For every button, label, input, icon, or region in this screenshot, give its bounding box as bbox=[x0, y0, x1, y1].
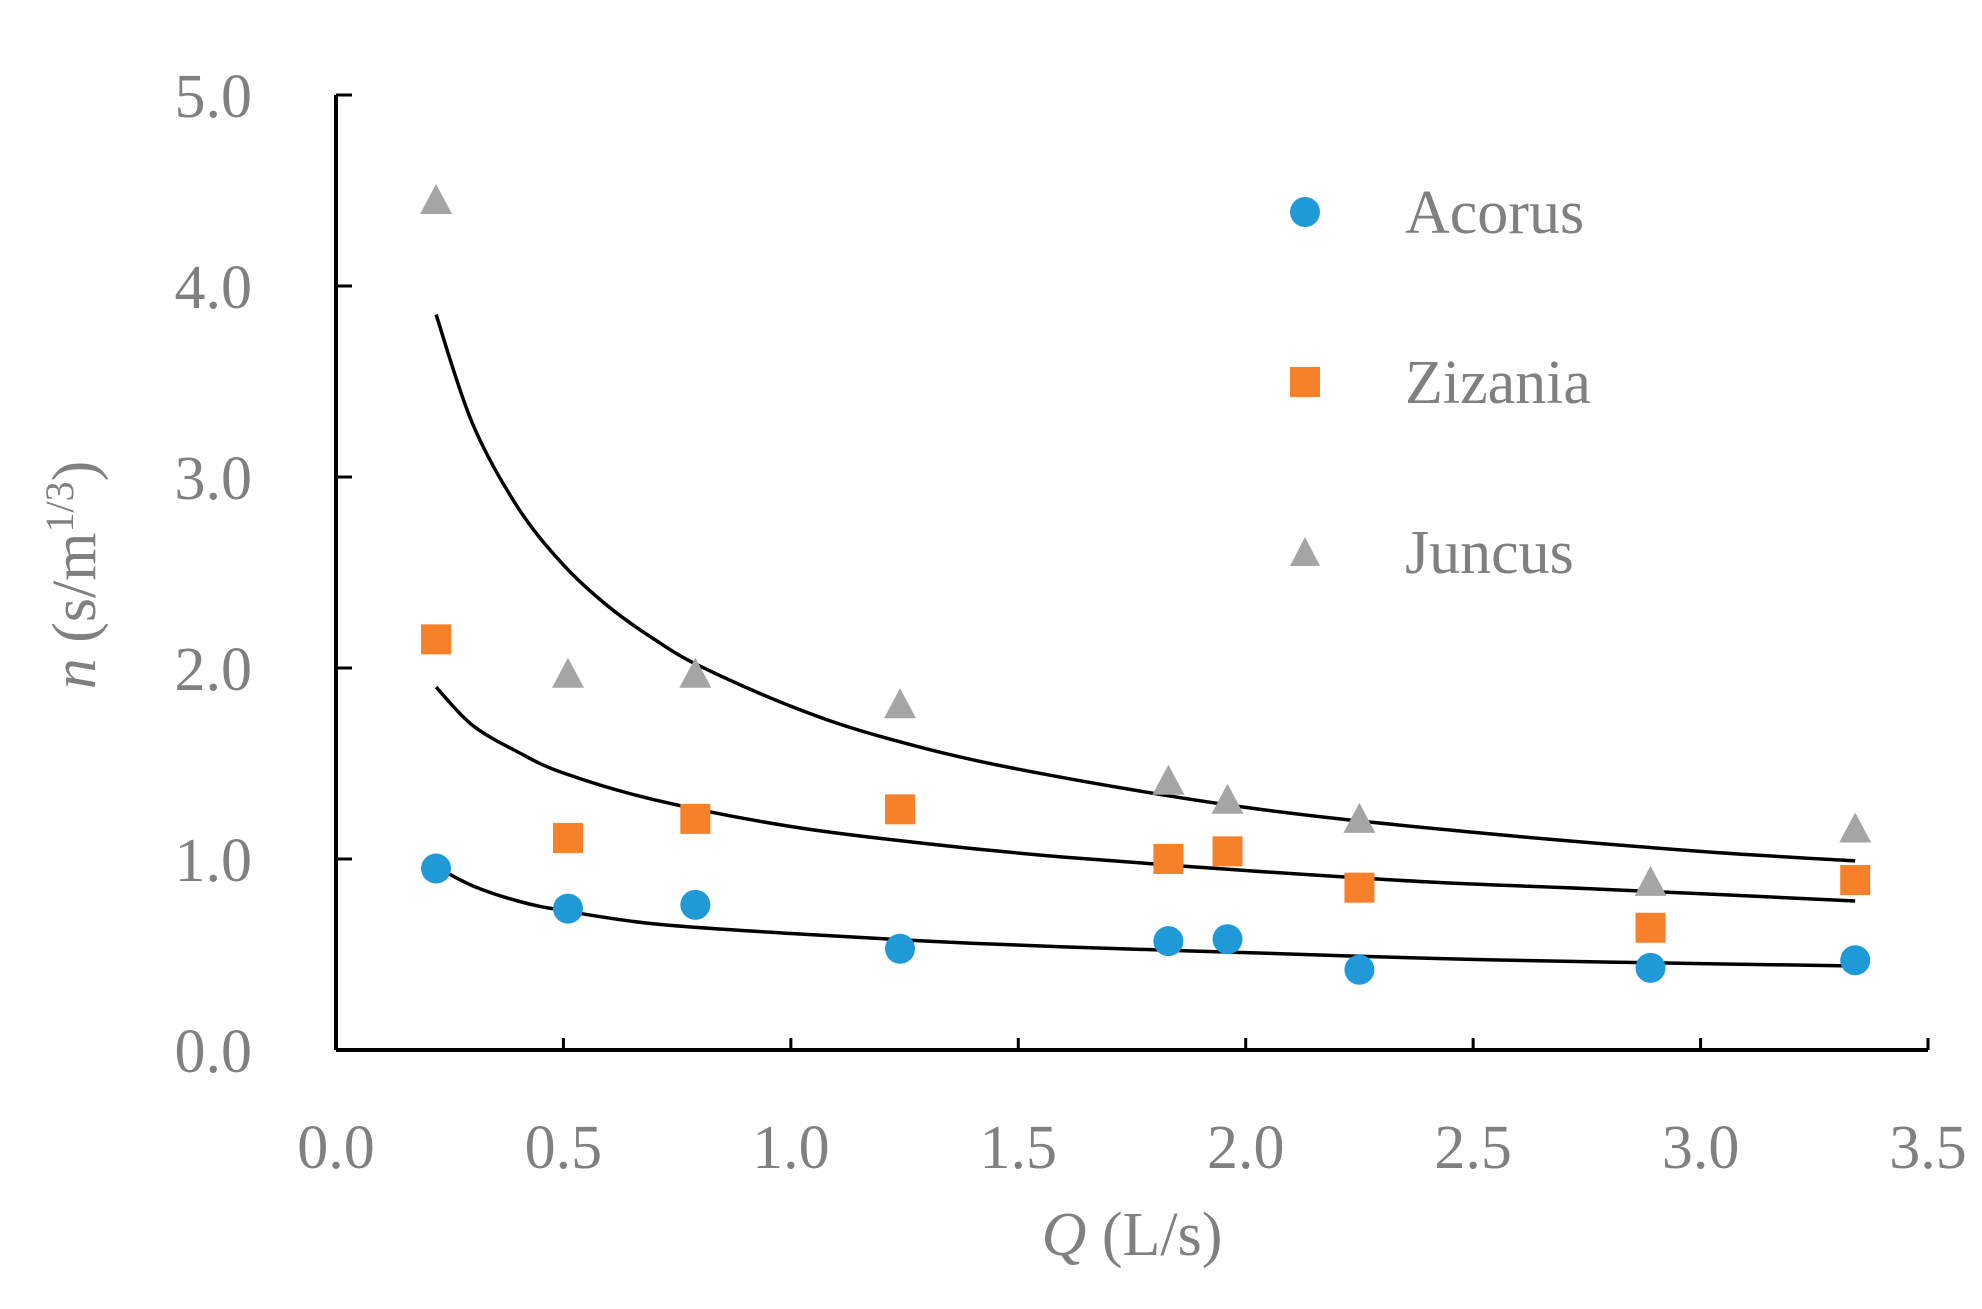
fit-line-juncus bbox=[434, 314, 1856, 863]
data-points bbox=[420, 184, 1872, 985]
legend: Acorus Zizania Juncus bbox=[1290, 179, 1591, 587]
y-tick-label: 3.0 bbox=[175, 445, 253, 513]
data-point-juncus bbox=[1839, 812, 1872, 843]
data-point-acorus bbox=[1153, 926, 1184, 957]
y-tick-label: 4.0 bbox=[175, 254, 253, 322]
data-point-zizania bbox=[1635, 912, 1666, 943]
legend-marker-circle bbox=[1290, 197, 1320, 227]
data-point-juncus bbox=[884, 688, 917, 719]
data-point-juncus bbox=[420, 184, 453, 215]
data-point-juncus bbox=[1211, 783, 1244, 814]
data-point-juncus bbox=[551, 657, 584, 688]
x-tick-label: 3.0 bbox=[1662, 1114, 1740, 1182]
data-point-acorus bbox=[680, 889, 711, 920]
y-tick-label: 2.0 bbox=[175, 636, 253, 704]
y-ticks: 0.0 1.0 2.0 3.0 4.0 5.0 bbox=[175, 63, 352, 1086]
legend-item-acorus: Acorus bbox=[1290, 179, 1584, 247]
x-tick-label: 2.0 bbox=[1207, 1114, 1285, 1182]
data-point-zizania bbox=[1344, 872, 1375, 903]
x-tick-label: 1.0 bbox=[752, 1114, 830, 1182]
fit-line-acorus bbox=[435, 865, 1856, 968]
data-point-juncus bbox=[1343, 802, 1376, 833]
legend-marker-triangle bbox=[1290, 537, 1320, 566]
axes bbox=[334, 95, 1928, 1052]
data-point-zizania bbox=[680, 803, 711, 834]
fit-line-zizania bbox=[434, 685, 1856, 903]
data-point-acorus bbox=[421, 853, 452, 884]
x-tick-label: 2.5 bbox=[1434, 1114, 1512, 1182]
data-point-juncus bbox=[679, 657, 712, 688]
data-point-juncus bbox=[1634, 865, 1667, 896]
y-tick-label: 1.0 bbox=[175, 827, 253, 895]
data-point-zizania bbox=[1840, 865, 1871, 896]
x-tick-label: 0.5 bbox=[525, 1114, 603, 1182]
data-point-acorus bbox=[552, 893, 583, 924]
legend-marker-square bbox=[1290, 367, 1320, 397]
x-tick-label: 3.5 bbox=[1889, 1114, 1967, 1182]
data-point-juncus bbox=[1152, 764, 1185, 795]
y-axis-title: n (s/m1/3) bbox=[37, 461, 109, 690]
fit-lines bbox=[434, 314, 1856, 968]
data-point-acorus bbox=[885, 933, 916, 964]
legend-label: Zizania bbox=[1405, 349, 1591, 417]
x-tick-label: 1.5 bbox=[980, 1114, 1058, 1182]
legend-item-zizania: Zizania bbox=[1290, 349, 1591, 417]
x-ticks: 0.0 0.5 1.0 1.5 2.0 2.5 3.0 3.5 bbox=[297, 1038, 1967, 1182]
data-point-zizania bbox=[1153, 844, 1184, 874]
data-point-acorus bbox=[1635, 952, 1666, 983]
legend-label: Juncus bbox=[1405, 519, 1574, 587]
data-point-acorus bbox=[1212, 924, 1243, 955]
x-tick-label: 0.0 bbox=[297, 1114, 375, 1182]
legend-label: Acorus bbox=[1405, 179, 1584, 247]
y-tick-label: 0.0 bbox=[175, 1018, 253, 1086]
data-point-zizania bbox=[885, 794, 916, 825]
x-axis-title: Q (L/s) bbox=[1042, 1201, 1223, 1269]
data-point-zizania bbox=[1212, 836, 1243, 867]
data-point-zizania bbox=[421, 624, 452, 655]
y-tick-label: 5.0 bbox=[175, 63, 253, 131]
data-point-acorus bbox=[1344, 954, 1375, 985]
data-point-acorus bbox=[1840, 945, 1871, 976]
data-point-zizania bbox=[552, 822, 583, 853]
legend-item-juncus: Juncus bbox=[1290, 519, 1574, 587]
